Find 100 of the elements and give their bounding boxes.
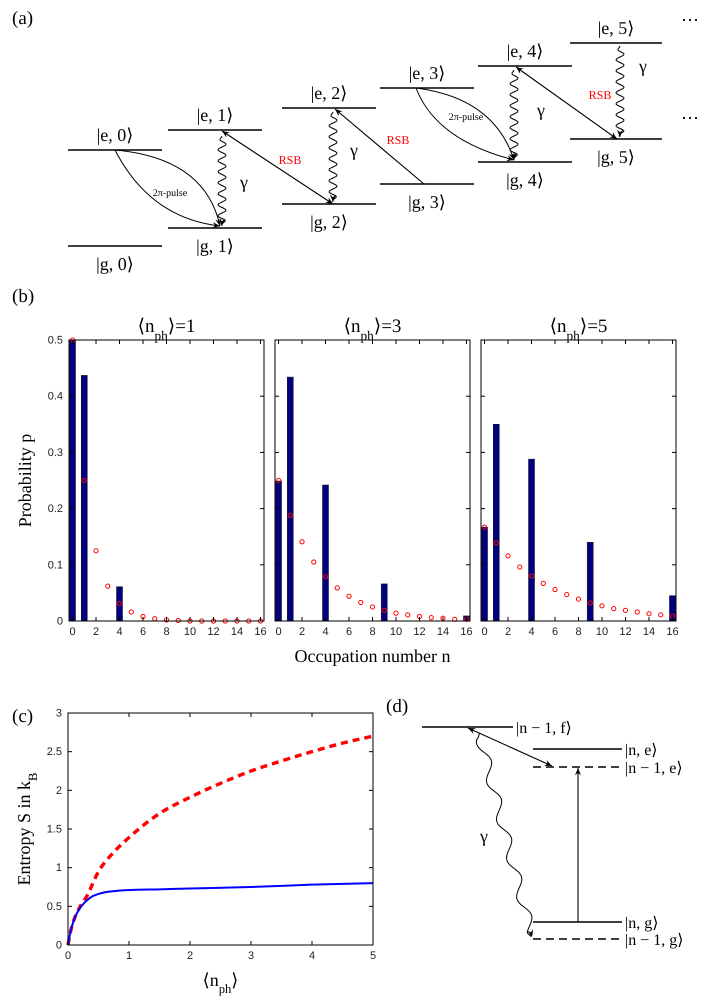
point [311,559,316,565]
text: RSB [386,133,410,147]
point [222,618,228,624]
x-tick-label: 14 [642,626,656,638]
point [405,612,410,618]
point [540,580,546,586]
point [658,612,664,618]
text: γ [479,826,488,846]
text: |e, 0⟩ [96,125,134,145]
x-tick-label: 4 [528,626,535,638]
text: |g, 0⟩ [96,254,134,274]
x-tick-label: 2 [298,626,306,638]
text: γ [349,140,358,160]
point [82,478,87,484]
point [452,616,458,622]
text: |n, e⟩ [625,742,658,759]
point [176,618,181,624]
text: (b) [12,286,34,307]
x-tick-label: 6 [552,626,558,638]
point [517,564,522,570]
x-tick-label: 8 [575,626,582,638]
bar [286,376,294,622]
x-tick-label: 4 [322,626,329,638]
bar [116,586,123,622]
bar [669,595,676,622]
point [599,603,605,608]
x-tick-label: 4 [308,950,316,962]
point [482,524,488,530]
y-tick-label: 0.5 [46,900,62,913]
y-tick-label: 0 [56,616,63,628]
point [358,600,364,606]
point [70,337,76,343]
x-tick-label: 12 [207,626,220,638]
point [564,592,570,598]
text: γ [536,100,546,120]
x-tick-label: 8 [369,626,376,638]
text: ⋯ [681,108,699,128]
x-tick-label: 8 [163,626,170,638]
text: |n, g⟩ [625,915,658,932]
x-tick-label: 0 [481,626,488,638]
text: ⋯ [681,10,699,30]
x-tick-label: 3 [248,950,254,962]
x-axis-title: Occupation number n [294,646,450,666]
x-tick-label: 1 [126,950,132,962]
y-tick-label: 2.5 [46,746,62,758]
x-tick-label: 16 [460,626,473,638]
x-tick-label: 10 [184,626,196,638]
point [105,584,110,589]
point [370,604,376,610]
x-tick-label: 2 [92,626,100,638]
point [334,585,340,590]
x-tick-label: 12 [413,626,426,638]
text: |n − 1, g⟩ [625,932,684,949]
point [611,606,616,612]
point [576,596,582,602]
text: 2π-pulse [152,188,188,199]
x-tick-label: 0 [275,626,282,638]
text: 2π-pulse [448,112,484,123]
y-tick-label: 0 [56,940,62,952]
x-tick-label: 14 [230,626,244,638]
point [346,594,352,599]
bar [481,526,488,622]
x-tick-label: 4 [116,626,123,638]
text: γ [638,56,648,76]
text: |g, 5⟩ [597,147,635,167]
text: (c) [12,706,34,727]
x-tick-label: 10 [596,626,608,638]
x-tick-label: 2 [186,950,194,962]
point [322,574,328,580]
text: RSB [588,88,612,102]
x-tick-label: 0 [64,950,72,962]
x-tick-label: 5 [370,950,376,962]
x-tick-label: 14 [436,626,450,638]
point [128,609,134,615]
text: RSB [278,153,302,167]
x-tick-label: 6 [346,626,352,638]
point [440,616,446,621]
point [634,609,640,615]
point [246,618,252,624]
point [646,611,652,616]
text: |e, 2⟩ [310,83,348,103]
point [299,539,305,544]
text: |g, 4⟩ [506,170,544,190]
point [199,618,204,624]
bar [492,424,500,622]
y-tick-label: 1.5 [46,824,62,836]
text: |n − 1, e⟩ [625,760,683,777]
x-tick-label: 16 [254,626,267,638]
point [140,614,146,620]
point [93,548,99,554]
bar [80,375,88,622]
x-tick-label: 10 [390,626,402,638]
y-axis-title: Probability p [15,434,35,528]
bar [69,340,76,622]
point [622,608,628,613]
y-tick-label: 1 [56,862,62,874]
text: |e, 5⟩ [598,18,634,38]
text: (a) [12,8,34,29]
x-axis-title: ⟨n$_{ph}$⟩ [202,970,238,996]
text: |e, 3⟩ [408,63,446,83]
